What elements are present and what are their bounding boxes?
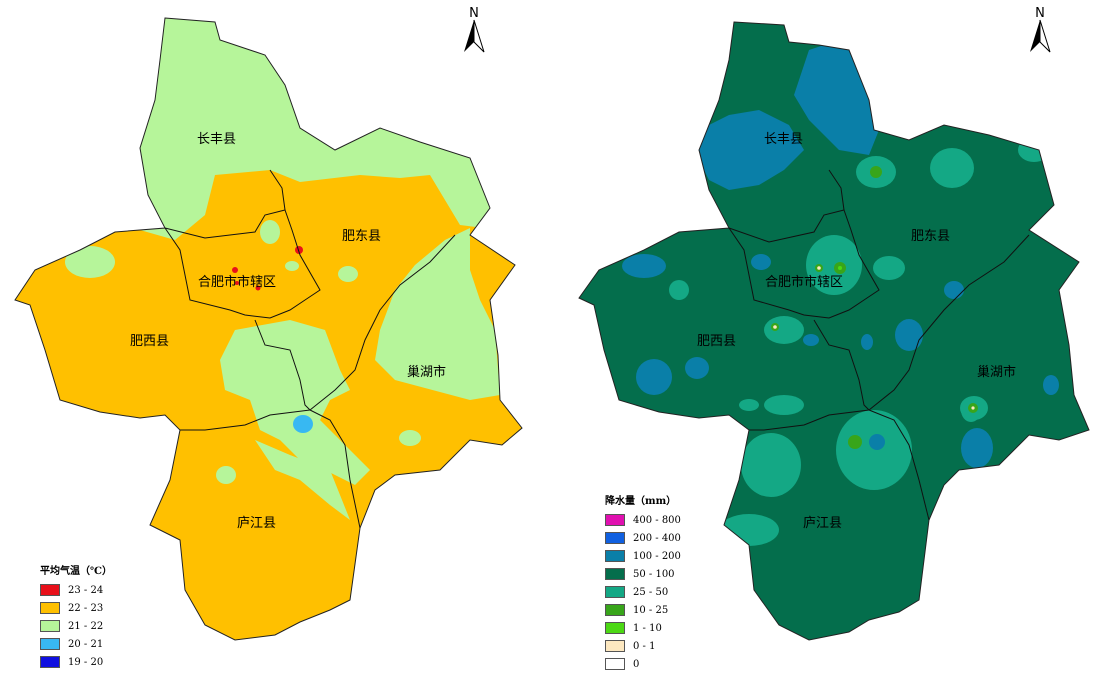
legend-label: 25 - 50 xyxy=(633,586,669,598)
temperature-map: 长丰县 肥东县 合肥市市辖区 肥西县 巢湖市 庐江县 xyxy=(14,17,523,641)
legend-label: 400 - 800 xyxy=(633,514,681,526)
district-boundaries xyxy=(164,169,456,529)
legend-label: 1 - 10 xyxy=(633,622,662,634)
legend-item: 22 - 23 xyxy=(40,599,112,617)
legend-swatch xyxy=(40,638,60,650)
district-label-feidong: 肥东县 xyxy=(911,229,950,244)
legend-swatch xyxy=(605,532,625,544)
district-label-hefei-urban: 合肥市市辖区 xyxy=(765,274,843,290)
legend-label: 21 - 22 xyxy=(68,620,104,632)
temperature-legend: 平均气温（℃） 23 - 24 22 - 23 21 - 22 20 - 21 19 -… xyxy=(40,562,112,671)
legend-label: 0 xyxy=(633,658,640,670)
legend-swatch xyxy=(605,658,625,670)
legend-item: 25 - 50 xyxy=(605,583,681,601)
legend-item: 10 - 25 xyxy=(605,601,681,619)
legend-swatch xyxy=(605,568,625,580)
district-label-chaohu: 巢湖市 xyxy=(977,364,1016,380)
region-outline xyxy=(578,21,1090,641)
north-arrow-icon: N xyxy=(464,6,485,53)
district-label-chaohu: 巢湖市 xyxy=(407,364,446,380)
legend-swatch xyxy=(605,622,625,634)
district-label-changfeng: 长丰县 xyxy=(764,132,803,147)
legend-label: 20 - 21 xyxy=(68,638,104,650)
district-label-feixi: 肥西县 xyxy=(697,334,736,349)
district-boundaries xyxy=(728,169,1030,521)
legend-label: 0 - 1 xyxy=(633,640,656,652)
legend-title: 平均气温（℃） xyxy=(40,566,112,577)
legend-swatch xyxy=(605,604,625,616)
legend-item: 21 - 22 xyxy=(40,617,112,635)
district-label-lujiang: 庐江县 xyxy=(803,516,842,531)
district-label-feidong: 肥东县 xyxy=(342,229,381,244)
legend-item: 50 - 100 xyxy=(605,565,681,583)
precipitation-map: 长丰县 肥东县 合肥市市辖区 肥西县 巢湖市 庐江县 xyxy=(578,21,1090,641)
north-arrow-icon: N xyxy=(1030,6,1051,53)
legend-swatch xyxy=(40,602,60,614)
legend-label: 23 - 24 xyxy=(68,584,104,596)
north-arrow-left: N xyxy=(461,4,487,56)
legend-item: 400 - 800 xyxy=(605,511,681,529)
legend-swatch xyxy=(605,586,625,598)
legend-item: 100 - 200 xyxy=(605,547,681,565)
legend-label: 22 - 23 xyxy=(68,602,104,614)
legend-swatch xyxy=(605,640,625,652)
legend-rows: 400 - 800 200 - 400 100 - 200 50 - 100 25 - … xyxy=(605,511,681,673)
legend-swatch xyxy=(40,584,60,596)
legend-item: 1 - 10 xyxy=(605,619,681,637)
legend-item: 200 - 400 xyxy=(605,529,681,547)
north-label: N xyxy=(1035,6,1045,21)
legend-swatch xyxy=(40,620,60,632)
legend-item: 19 - 20 xyxy=(40,653,112,671)
precipitation-legend: 降水量（mm） 400 - 800 200 - 400 100 - 200 50 - … xyxy=(605,492,681,673)
legend-item: 23 - 24 xyxy=(40,581,112,599)
district-label-lujiang: 庐江县 xyxy=(237,516,276,531)
legend-swatch xyxy=(40,656,60,668)
legend-label: 10 - 25 xyxy=(633,604,669,616)
district-label-changfeng: 长丰县 xyxy=(197,132,236,147)
legend-item: 20 - 21 xyxy=(40,635,112,653)
legend-label: 19 - 20 xyxy=(68,656,104,668)
legend-item: 0 xyxy=(605,655,681,673)
north-label: N xyxy=(469,6,479,21)
legend-title: 降水量（mm） xyxy=(605,496,677,507)
legend-label: 200 - 400 xyxy=(633,532,681,544)
district-label-hefei-urban: 合肥市市辖区 xyxy=(198,274,276,290)
legend-swatch xyxy=(605,514,625,526)
legend-label: 50 - 100 xyxy=(633,568,675,580)
north-arrow-right: N xyxy=(1027,4,1053,56)
legend-label: 100 - 200 xyxy=(633,550,681,562)
legend-swatch xyxy=(605,550,625,562)
region-outline xyxy=(14,17,523,641)
district-label-feixi: 肥西县 xyxy=(130,334,169,349)
legend-rows: 23 - 24 22 - 23 21 - 22 20 - 21 19 - 20 xyxy=(40,581,112,671)
legend-item: 0 - 1 xyxy=(605,637,681,655)
